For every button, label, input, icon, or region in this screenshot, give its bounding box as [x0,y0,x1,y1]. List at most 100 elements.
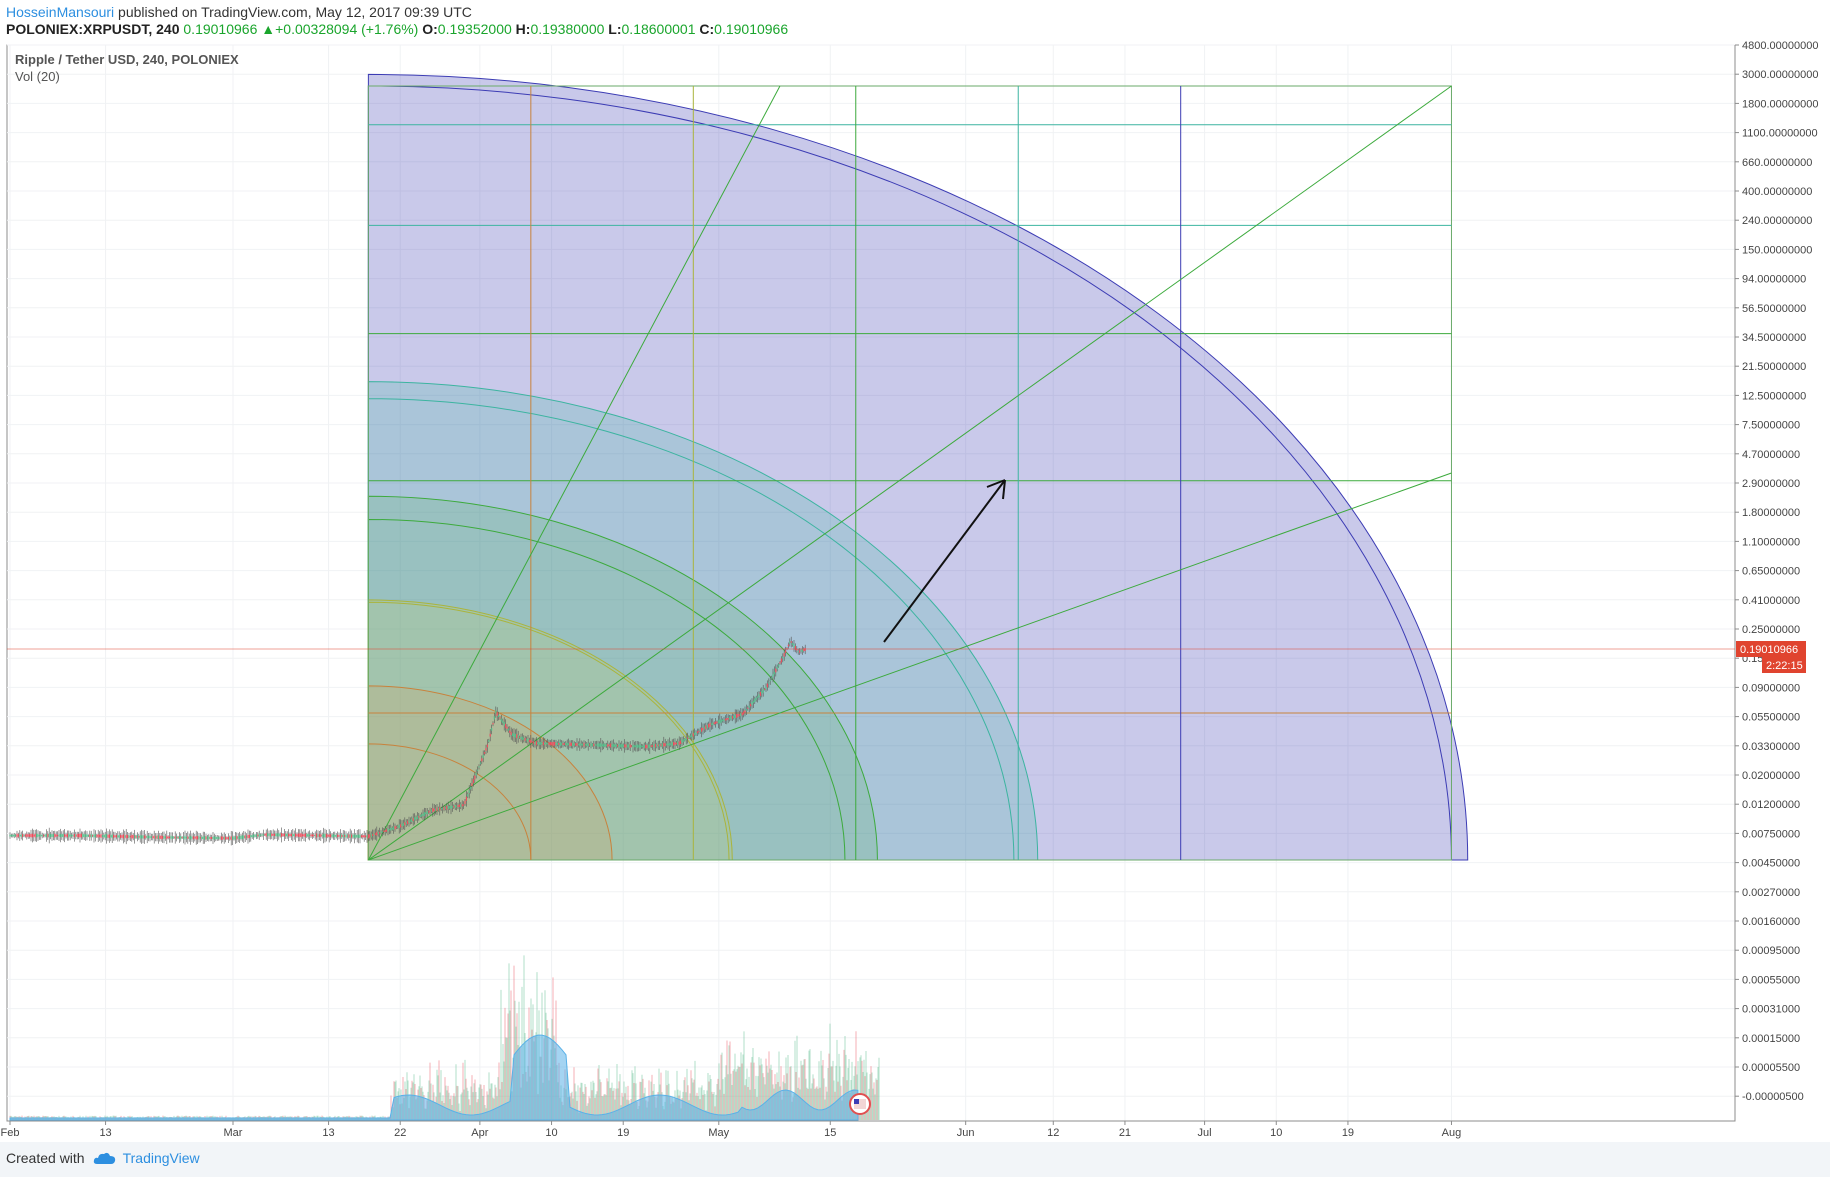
candle-body [138,836,139,837]
candle-body [271,833,272,836]
candle-body [502,721,503,724]
price-tick-label: 0.02000000 [1742,770,1800,782]
candle-body [282,834,283,836]
candle-body [582,744,583,746]
candle-body [284,834,285,837]
candle-body [408,821,409,823]
candle-body [343,834,344,837]
candle-body [394,826,395,829]
candle-body [65,835,66,837]
candle-body [183,837,184,839]
candle-body [571,743,572,746]
candle-body [340,834,341,837]
candle-body [670,743,671,744]
candle-body [578,744,579,745]
time-tick-label: 10 [1270,1127,1282,1139]
candle-body [749,706,750,708]
candle-body [775,669,776,673]
candle-body [772,674,773,677]
candle-body [163,836,164,839]
candle-body [233,838,234,839]
tradingview-link[interactable]: TradingView [93,1150,200,1166]
time-tick-label: 13 [99,1127,111,1139]
candle-body [487,745,488,748]
candle-body [592,744,593,746]
candle-body [292,834,293,837]
candle-body [728,718,729,719]
time-tick-label: Jul [1198,1127,1212,1139]
candle-body [533,741,534,743]
author-link[interactable]: HosseinMansouri [6,4,114,20]
price-tick-label: 21.50000000 [1742,361,1806,373]
candle-body [56,834,57,836]
candle-body [624,744,625,747]
candle-body [366,835,367,838]
candle-body [222,837,223,840]
candle-body [695,732,696,734]
candle-body [400,824,401,827]
candle-body [156,836,157,839]
candle-body [154,836,155,839]
candle-body [72,835,73,836]
last-price: 0.19010966 [183,21,257,37]
candle-body [123,835,124,839]
price-tick-label: 7.50000000 [1742,420,1800,432]
candle-body [687,737,688,738]
candle-body [516,734,517,738]
price-tick-label: -0.00000500 [1742,1091,1804,1103]
candle-body [526,739,527,740]
candle-body [85,834,86,837]
candle-body [452,806,453,808]
candle-body [333,834,334,838]
candle-body [565,743,566,745]
candle-body [607,744,608,747]
candle-body [319,834,320,837]
candle-body [782,657,783,658]
candle-body [743,711,744,714]
candle-body [99,835,100,837]
price-tick-label: 0.00270000 [1742,887,1800,899]
candle-body [144,835,145,838]
candle-body [417,816,418,819]
candle-body [700,729,701,731]
candle-body [127,835,128,838]
candle-body [306,834,307,836]
candle-body [625,744,626,747]
candle-body [525,738,526,741]
candle-body [145,836,146,837]
candle-body [44,835,45,836]
candle-body [485,748,486,750]
candle-body [490,734,491,737]
candle-body [522,737,523,740]
price-axis[interactable]: 4800.00000000 3000.00000000 1800.00000000 1… [1735,40,1818,1121]
candle-body [618,744,619,746]
candle-body [194,837,195,838]
candle-body [159,836,160,839]
candle-body [669,743,670,746]
price-tick-label: 660.00000000 [1742,157,1812,169]
candle-body [299,834,300,837]
time-axis[interactable]: Feb 13 Mar 13 22 Apr 10 19 May 15 Jun 12 21 Jul 10 19 Au… [1,1121,1735,1139]
candle-body [211,837,212,839]
candle-body [642,746,643,747]
candle-body [621,744,622,748]
footer: Created with TradingView [6,1150,200,1166]
candle-body [92,835,93,836]
price-tick-label: 0.03300000 [1742,741,1800,753]
candle-body [792,643,793,645]
candle-body [148,836,149,839]
candle-body [742,713,743,716]
price-tick-label: 1.10000000 [1742,536,1800,548]
candle-body [338,835,339,837]
candle-body [645,745,646,748]
candle-body [324,834,325,838]
candle-body [760,692,761,696]
candle-body [89,835,90,837]
candle-body [151,836,152,838]
candle-body [110,835,111,837]
candle-body [301,833,302,837]
candle-body [709,723,710,727]
candle-body [449,806,450,808]
price-tick-label: 0.00015000 [1742,1033,1800,1045]
